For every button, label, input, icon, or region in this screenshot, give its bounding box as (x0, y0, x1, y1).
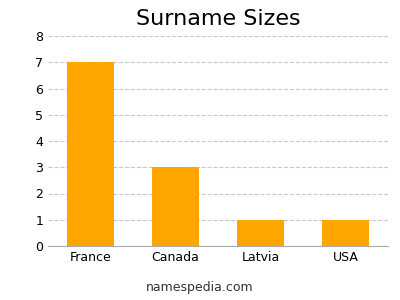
Bar (152, 167, 199, 246)
Bar (237, 220, 284, 246)
Title: Surname Sizes: Surname Sizes (136, 9, 300, 29)
Text: namespedia.com: namespedia.com (146, 281, 254, 294)
Bar (322, 220, 369, 246)
Bar (67, 62, 114, 246)
